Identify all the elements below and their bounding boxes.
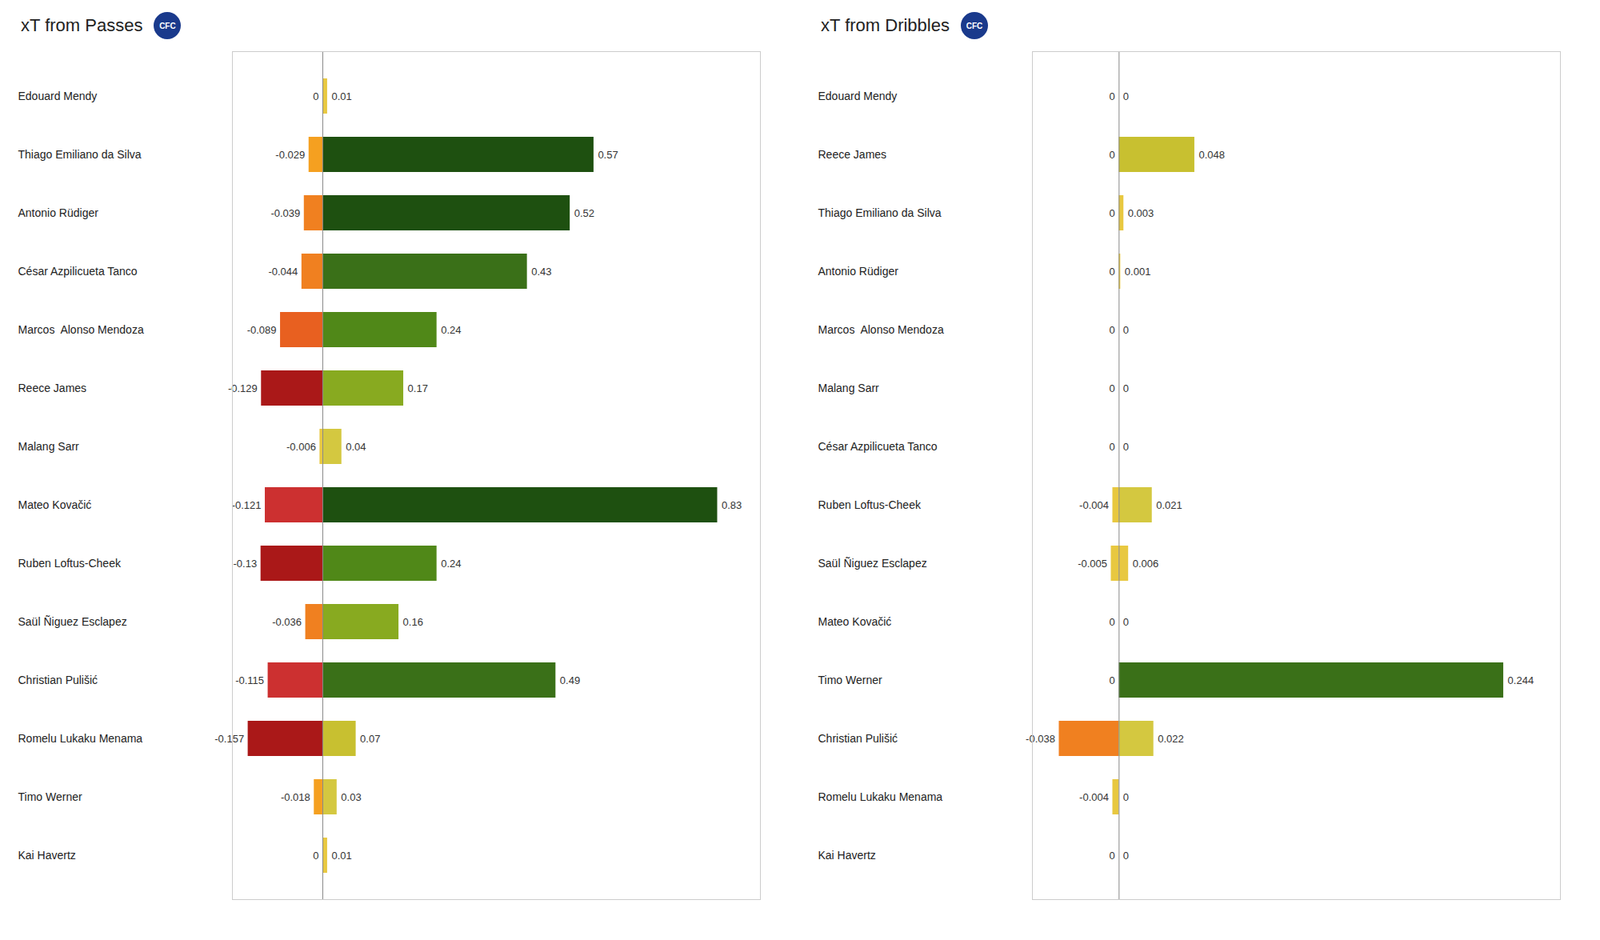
- svg-text:0.57: 0.57: [597, 148, 618, 161]
- svg-text:0.24: 0.24: [440, 557, 461, 570]
- svg-text:0.244: 0.244: [1508, 674, 1535, 687]
- svg-text:Reece James: Reece James: [818, 148, 888, 161]
- svg-text:0: 0: [312, 849, 319, 862]
- svg-text:-0.121: -0.121: [232, 499, 262, 512]
- svg-text:Ruben Loftus-Cheek: Ruben Loftus-Cheek: [18, 556, 122, 570]
- svg-text:-0.129: -0.129: [227, 382, 258, 395]
- svg-text:0: 0: [1123, 616, 1129, 628]
- svg-text:0.048: 0.048: [1198, 148, 1225, 161]
- svg-text:-0.039: -0.039: [270, 207, 300, 220]
- svg-text:Marcos Alonso Mendoza: Marcos Alonso Mendoza: [18, 323, 144, 336]
- svg-text:-0.005: -0.005: [1077, 557, 1108, 570]
- svg-text:Kai Havertz: Kai Havertz: [18, 848, 76, 862]
- svg-text:-0.036: -0.036: [272, 616, 302, 628]
- svg-text:0: 0: [1109, 674, 1116, 687]
- svg-text:0: 0: [1109, 90, 1116, 103]
- svg-text:0: 0: [1109, 148, 1116, 161]
- svg-text:César Azpilicueta Tanco: César Azpilicueta Tanco: [18, 264, 138, 278]
- svg-text:0: 0: [1109, 207, 1116, 220]
- svg-text:Ruben Loftus-Cheek: Ruben Loftus-Cheek: [818, 498, 922, 512]
- svg-text:Saül Ñiguez Esclapez: Saül Ñiguez Esclapez: [818, 556, 928, 570]
- svg-text:Timo Werner: Timo Werner: [18, 790, 83, 804]
- svg-text:Mateo Kovačić: Mateo Kovačić: [18, 498, 92, 512]
- svg-text:Thiago Emiliano da Silva: Thiago Emiliano da Silva: [18, 148, 142, 161]
- svg-text:-0.044: -0.044: [268, 265, 298, 278]
- svg-text:0.17: 0.17: [408, 382, 428, 395]
- svg-text:0: 0: [1123, 382, 1129, 395]
- svg-text:Thiago Emiliano da Silva: Thiago Emiliano da Silva: [818, 206, 942, 220]
- svg-text:0.43: 0.43: [531, 265, 552, 278]
- svg-text:0: 0: [1109, 382, 1116, 395]
- svg-text:0: 0: [1123, 440, 1129, 453]
- svg-text:0.01: 0.01: [331, 90, 352, 103]
- svg-text:-0.004: -0.004: [1079, 499, 1109, 512]
- svg-text:Antonio Rüdiger: Antonio Rüdiger: [18, 206, 100, 220]
- svg-text:-0.038: -0.038: [1025, 732, 1056, 745]
- svg-text:0: 0: [1123, 849, 1129, 862]
- svg-text:0.022: 0.022: [1157, 732, 1184, 745]
- svg-text:César Azpilicueta Tanco: César Azpilicueta Tanco: [818, 440, 938, 453]
- svg-text:0: 0: [1109, 616, 1116, 628]
- html-text:xT from Dribbles: xT from Dribbles: [820, 15, 950, 36]
- svg-text:-0.004: -0.004: [1079, 791, 1109, 804]
- svg-text:0: 0: [1109, 324, 1116, 336]
- svg-text:Saül Ñiguez Esclapez: Saül Ñiguez Esclapez: [18, 615, 128, 628]
- svg-text:0: 0: [1123, 791, 1129, 804]
- svg-text:0.006: 0.006: [1132, 557, 1160, 570]
- svg-text:-0.018: -0.018: [280, 791, 311, 804]
- html-text:CFC: CFC: [159, 21, 176, 30]
- svg-text:Mateo Kovačić: Mateo Kovačić: [818, 615, 892, 628]
- svg-text:Marcos Alonso Mendoza: Marcos Alonso Mendoza: [818, 323, 944, 336]
- svg-text:0.04: 0.04: [345, 440, 366, 453]
- svg-text:0: 0: [1109, 440, 1116, 453]
- svg-text:0.52: 0.52: [574, 207, 595, 220]
- svg-text:Kai Havertz: Kai Havertz: [818, 848, 876, 862]
- svg-text:0: 0: [1123, 90, 1129, 103]
- svg-text:Reece James: Reece James: [18, 381, 88, 395]
- svg-text:Edouard Mendy: Edouard Mendy: [818, 89, 898, 103]
- svg-text:Antonio Rüdiger: Antonio Rüdiger: [818, 264, 900, 278]
- svg-text:0: 0: [1109, 849, 1116, 862]
- svg-text:Christian Pulišić: Christian Pulišić: [818, 732, 899, 745]
- svg-text:0: 0: [1109, 265, 1116, 278]
- svg-text:0.003: 0.003: [1128, 207, 1155, 220]
- svg-text:-0.13: -0.13: [233, 557, 258, 570]
- svg-text:-0.115: -0.115: [235, 674, 264, 687]
- svg-text:Malang Sarr: Malang Sarr: [818, 381, 880, 395]
- svg-text:0.021: 0.021: [1156, 499, 1183, 512]
- svg-text:-0.006: -0.006: [286, 440, 316, 453]
- svg-text:-0.157: -0.157: [214, 732, 244, 745]
- svg-text:0: 0: [312, 90, 319, 103]
- svg-text:Romelu Lukaku Menama: Romelu Lukaku Menama: [18, 732, 144, 745]
- svg-text:0.01: 0.01: [331, 849, 352, 862]
- svg-text:Malang Sarr: Malang Sarr: [18, 440, 80, 453]
- svg-text:0.16: 0.16: [403, 616, 424, 628]
- html-text:xT from Passes: xT from Passes: [20, 15, 143, 36]
- svg-text:-0.089: -0.089: [247, 324, 277, 336]
- svg-text:0.03: 0.03: [340, 791, 361, 804]
- svg-text:Romelu Lukaku Menama: Romelu Lukaku Menama: [818, 790, 944, 804]
- svg-text:0.83: 0.83: [721, 499, 742, 512]
- svg-text:0.001: 0.001: [1124, 265, 1152, 278]
- svg-text:-0.029: -0.029: [275, 148, 305, 161]
- svg-text:Edouard Mendy: Edouard Mendy: [18, 89, 98, 103]
- svg-text:0.49: 0.49: [560, 674, 580, 687]
- html-text:CFC: CFC: [966, 21, 983, 30]
- svg-text:0.24: 0.24: [440, 324, 461, 336]
- svg-text:Timo Werner: Timo Werner: [818, 673, 883, 687]
- svg-text:0: 0: [1123, 324, 1129, 336]
- svg-text:0.07: 0.07: [360, 732, 380, 745]
- svg-text:Christian Pulišić: Christian Pulišić: [18, 673, 99, 687]
